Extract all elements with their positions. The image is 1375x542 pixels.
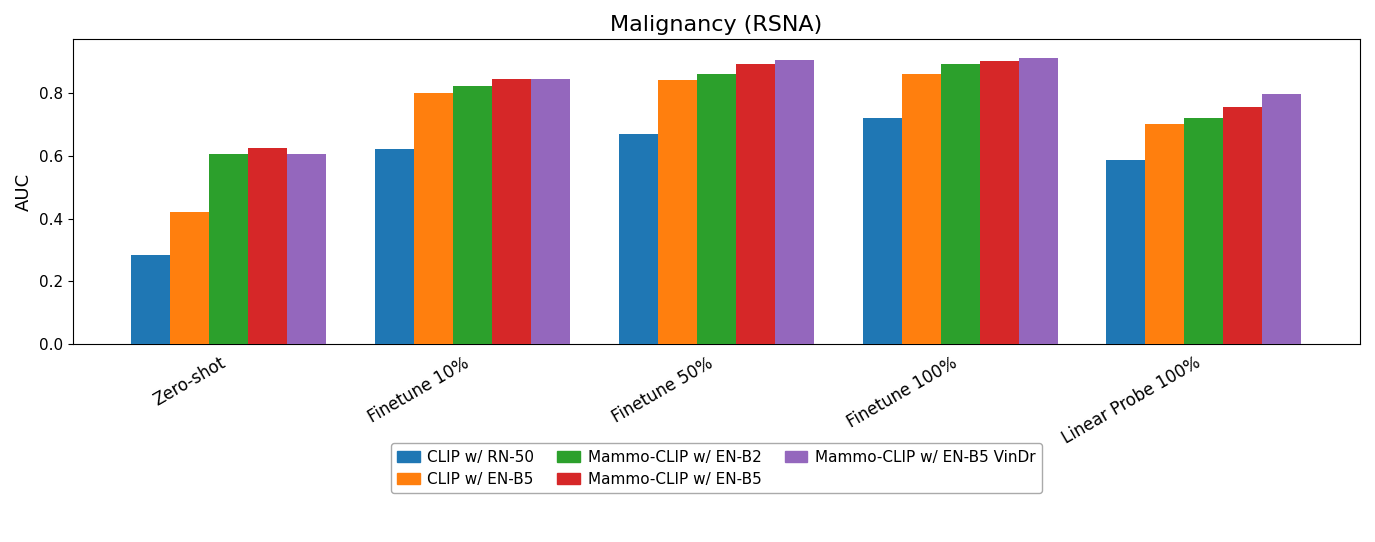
Bar (979, 61, 1019, 344)
Bar (531, 79, 571, 344)
Bar (375, 150, 414, 344)
Bar (1262, 94, 1302, 344)
Bar (1145, 124, 1184, 344)
Bar (902, 74, 940, 344)
Bar (1224, 107, 1262, 344)
Bar (941, 64, 979, 344)
Bar (414, 93, 452, 344)
Bar (736, 64, 774, 344)
Bar (1184, 118, 1224, 344)
Bar (862, 118, 902, 344)
Bar (209, 154, 248, 344)
Bar (657, 80, 697, 344)
Title: Malignancy (RSNA): Malignancy (RSNA) (610, 15, 822, 35)
Bar (492, 79, 531, 344)
Bar (619, 134, 657, 344)
Bar (287, 154, 326, 344)
Bar (1107, 160, 1145, 344)
Y-axis label: AUC: AUC (15, 173, 33, 211)
Bar (131, 255, 170, 344)
Bar (452, 87, 492, 344)
Bar (697, 74, 736, 344)
Bar (248, 148, 287, 344)
Bar (170, 212, 209, 344)
Legend: CLIP w/ RN-50, CLIP w/ EN-B5, Mammo-CLIP w/ EN-B2, Mammo-CLIP w/ EN-B5, Mammo-CL: CLIP w/ RN-50, CLIP w/ EN-B5, Mammo-CLIP… (390, 443, 1042, 493)
Bar (774, 60, 814, 344)
Bar (1019, 58, 1057, 344)
